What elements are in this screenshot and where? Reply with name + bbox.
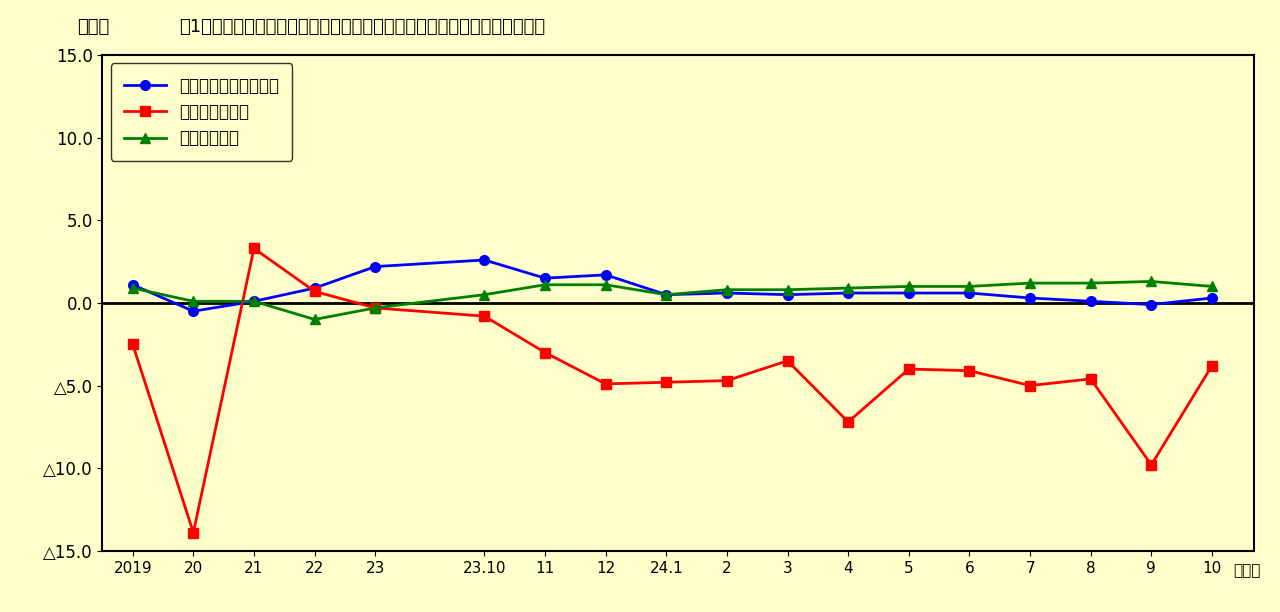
Text: （月）: （月） xyxy=(1234,563,1261,578)
Text: 図1　対前年比、対前年同月比の推移（調査産業計、事業所規模５人以上）: 図1 対前年比、対前年同月比の推移（調査産業計、事業所規模５人以上） xyxy=(179,18,545,36)
Legend: きまって支給する給与, 所定外労働時間, 常用雇用指数: きまって支給する給与, 所定外労働時間, 常用雇用指数 xyxy=(111,64,292,161)
Text: （％）: （％） xyxy=(77,18,109,36)
